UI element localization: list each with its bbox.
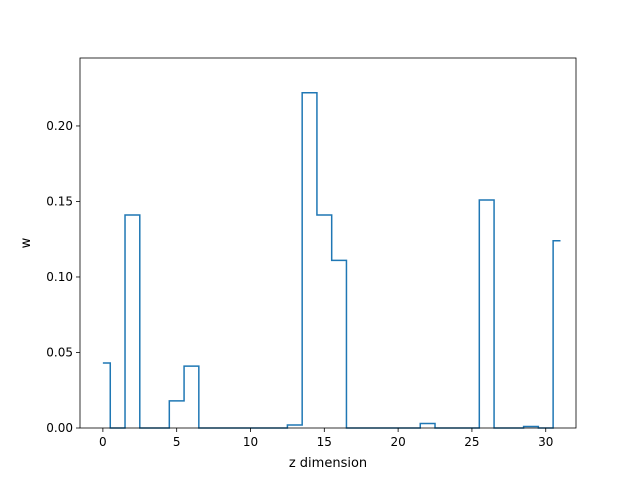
y-tick-label: 0.15	[46, 194, 73, 208]
y-tick-label: 0.10	[46, 270, 73, 284]
x-axis-ticks: 0 5 10 15 20 25 30	[99, 428, 553, 449]
x-tick-label: 0	[99, 435, 107, 449]
x-tick-label: 5	[173, 435, 181, 449]
x-tick-label: 20	[390, 435, 405, 449]
x-tick-label: 10	[243, 435, 258, 449]
axes-frame	[79, 57, 577, 429]
y-tick-label: 0.20	[46, 119, 73, 133]
x-tick-label: 15	[317, 435, 332, 449]
y-tick-label: 0.05	[46, 345, 73, 359]
y-tick-label: 0.00	[46, 421, 73, 435]
series-line	[102, 91, 561, 429]
x-axis-label: z dimension	[289, 456, 367, 471]
plot-area	[79, 57, 577, 429]
axes-background	[80, 58, 576, 428]
y-axis-ticks: 0.00 0.05 0.10 0.15 0.20	[46, 119, 80, 435]
x-tick-label: 30	[538, 435, 553, 449]
y-axis-label: w	[19, 237, 34, 248]
x-tick-label: 25	[464, 435, 479, 449]
